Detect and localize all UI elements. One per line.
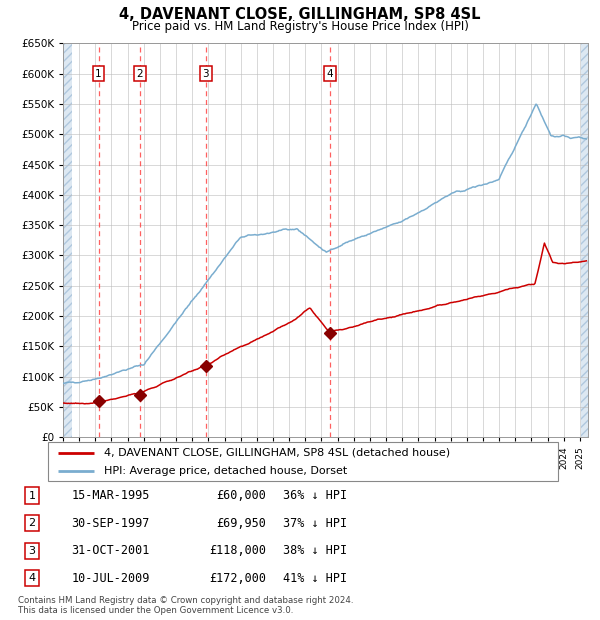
Text: 4, DAVENANT CLOSE, GILLINGHAM, SP8 4SL (detached house): 4, DAVENANT CLOSE, GILLINGHAM, SP8 4SL (… xyxy=(104,448,450,458)
Text: Price paid vs. HM Land Registry's House Price Index (HPI): Price paid vs. HM Land Registry's House … xyxy=(131,20,469,33)
Text: 4, DAVENANT CLOSE, GILLINGHAM, SP8 4SL: 4, DAVENANT CLOSE, GILLINGHAM, SP8 4SL xyxy=(119,7,481,22)
Text: 4: 4 xyxy=(29,574,35,583)
Text: £69,950: £69,950 xyxy=(216,516,266,529)
Text: 1: 1 xyxy=(95,69,102,79)
Text: 2: 2 xyxy=(136,69,143,79)
Text: HPI: Average price, detached house, Dorset: HPI: Average price, detached house, Dors… xyxy=(104,466,347,476)
Text: 37% ↓ HPI: 37% ↓ HPI xyxy=(283,516,347,529)
Text: Contains HM Land Registry data © Crown copyright and database right 2024.
This d: Contains HM Land Registry data © Crown c… xyxy=(18,596,353,615)
FancyBboxPatch shape xyxy=(48,442,558,481)
Text: 36% ↓ HPI: 36% ↓ HPI xyxy=(283,489,347,502)
Text: 2: 2 xyxy=(29,518,35,528)
Text: £118,000: £118,000 xyxy=(209,544,266,557)
Text: 15-MAR-1995: 15-MAR-1995 xyxy=(71,489,150,502)
Text: £172,000: £172,000 xyxy=(209,572,266,585)
Text: 31-OCT-2001: 31-OCT-2001 xyxy=(71,544,150,557)
Text: 3: 3 xyxy=(29,546,35,556)
Text: 30-SEP-1997: 30-SEP-1997 xyxy=(71,516,150,529)
Text: 3: 3 xyxy=(202,69,209,79)
Text: 41% ↓ HPI: 41% ↓ HPI xyxy=(283,572,347,585)
Text: 1: 1 xyxy=(29,490,35,500)
Text: 38% ↓ HPI: 38% ↓ HPI xyxy=(283,544,347,557)
Text: 4: 4 xyxy=(327,69,334,79)
Text: £60,000: £60,000 xyxy=(216,489,266,502)
Text: 10-JUL-2009: 10-JUL-2009 xyxy=(71,572,150,585)
